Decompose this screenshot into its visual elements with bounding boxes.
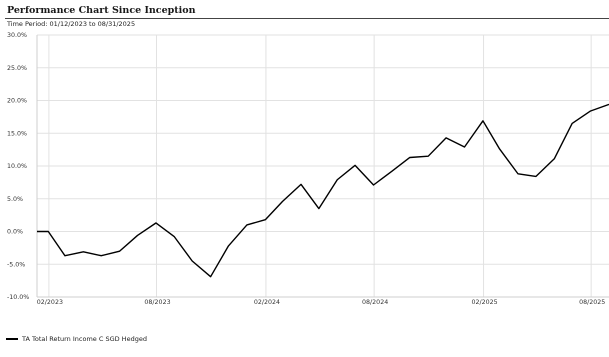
y-tick-label: -5.0% xyxy=(7,261,25,268)
series-line xyxy=(37,103,609,278)
legend-swatch xyxy=(6,338,18,340)
title-divider xyxy=(5,18,609,19)
y-tick-label: 0.0% xyxy=(7,229,23,236)
x-tick-label: 02/2024 xyxy=(254,299,280,306)
x-tick-label: 02/2025 xyxy=(471,299,497,306)
y-tick-label: 5.0% xyxy=(7,196,23,203)
x-tick-label: 08/2025 xyxy=(579,299,605,306)
x-tick-label: 08/2023 xyxy=(144,299,170,306)
y-tick-label: -10.0% xyxy=(7,294,29,301)
time-period-label: Time Period: 01/12/2023 to 08/31/2025 xyxy=(7,20,136,28)
chart-title: Performance Chart Since Inception xyxy=(7,5,196,16)
y-tick-label: 25.0% xyxy=(7,65,27,72)
legend-label: TA Total Return Income C SGD Hedged xyxy=(22,335,147,343)
chart-legend: TA Total Return Income C SGD Hedged xyxy=(6,334,147,344)
x-tick-label: 02/2023 xyxy=(37,299,63,306)
y-tick-label: 10.0% xyxy=(7,163,27,170)
y-tick-label: 15.0% xyxy=(7,130,27,137)
y-tick-label: 30.0% xyxy=(7,32,27,39)
x-tick-label: 08/2024 xyxy=(362,299,388,306)
y-tick-label: 20.0% xyxy=(7,98,27,105)
